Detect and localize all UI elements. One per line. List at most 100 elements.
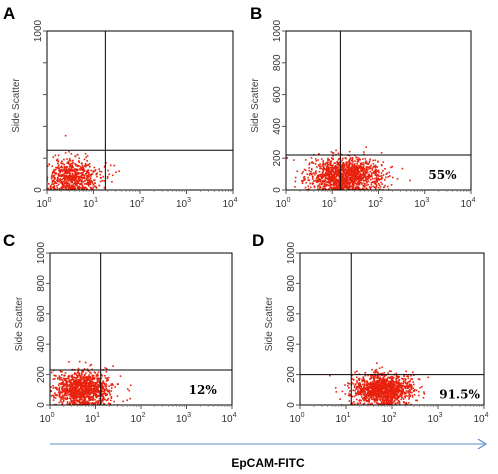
data-point xyxy=(329,181,332,183)
data-point xyxy=(78,160,80,162)
data-point xyxy=(361,166,364,169)
data-point xyxy=(368,186,371,188)
data-point xyxy=(378,179,381,181)
data-point xyxy=(322,165,324,167)
data-point xyxy=(86,395,88,398)
data-point xyxy=(375,398,377,401)
data-point xyxy=(104,377,107,379)
data-point xyxy=(83,170,86,172)
data-point xyxy=(90,363,93,366)
data-point xyxy=(359,179,361,182)
data-point xyxy=(372,384,375,387)
data-point xyxy=(357,181,359,183)
data-point xyxy=(108,173,110,176)
data-point xyxy=(62,186,65,188)
data-point xyxy=(326,184,328,186)
data-point xyxy=(363,185,365,188)
data-point xyxy=(323,186,326,188)
data-point xyxy=(378,367,381,369)
panel-letter: C xyxy=(3,231,15,250)
data-point xyxy=(90,383,92,385)
data-point xyxy=(357,157,360,160)
data-point xyxy=(327,184,330,187)
data-point xyxy=(382,399,384,401)
data-point xyxy=(333,162,336,164)
data-point xyxy=(333,166,335,169)
data-point xyxy=(380,172,383,174)
data-point xyxy=(324,188,327,190)
data-point xyxy=(64,175,66,178)
data-point xyxy=(320,167,323,170)
data-point xyxy=(387,390,390,392)
y-axis-label: Side Scatter xyxy=(11,78,22,133)
data-point xyxy=(330,183,333,186)
data-point xyxy=(60,379,63,381)
data-point xyxy=(384,389,387,392)
data-point xyxy=(384,168,386,170)
x-tick-label: 101 xyxy=(83,197,98,210)
data-point xyxy=(366,399,368,402)
data-point xyxy=(86,182,88,185)
data-point xyxy=(384,396,386,398)
data-point xyxy=(388,370,391,372)
data-point xyxy=(58,180,60,183)
y-tick-label: 1000 xyxy=(272,19,283,42)
data-point xyxy=(85,163,87,166)
data-point xyxy=(55,403,57,405)
data-point xyxy=(86,379,89,381)
data-point xyxy=(129,384,132,387)
data-point xyxy=(355,170,358,172)
data-point xyxy=(393,400,395,403)
y-tick-label: 400 xyxy=(36,335,47,352)
data-point xyxy=(69,168,71,171)
data-point xyxy=(354,160,356,162)
data-point xyxy=(81,381,84,384)
data-point xyxy=(77,172,79,174)
data-point xyxy=(76,390,79,393)
data-point xyxy=(366,175,369,178)
data-point xyxy=(87,386,89,388)
data-point xyxy=(319,165,322,168)
data-point xyxy=(320,173,322,176)
data-point xyxy=(357,177,359,179)
data-point xyxy=(71,390,74,393)
data-point xyxy=(317,185,320,187)
data-point xyxy=(100,393,103,395)
data-point xyxy=(92,391,94,393)
data-point xyxy=(366,166,369,168)
data-point xyxy=(337,180,339,183)
data-point xyxy=(377,186,380,189)
data-point xyxy=(395,375,398,378)
data-point xyxy=(90,378,92,380)
data-point xyxy=(386,378,388,380)
data-point xyxy=(334,165,336,168)
data-point xyxy=(329,160,332,163)
y-tick-label: 200 xyxy=(272,149,283,166)
data-point xyxy=(54,392,56,394)
data-point xyxy=(94,393,96,395)
data-point xyxy=(400,396,403,398)
data-point xyxy=(96,383,99,386)
data-point xyxy=(311,176,314,178)
data-point xyxy=(85,390,87,393)
data-point xyxy=(324,177,327,180)
data-point xyxy=(358,384,360,387)
data-point xyxy=(409,391,412,394)
data-point xyxy=(59,166,62,169)
data-point xyxy=(326,172,328,175)
data-point xyxy=(89,376,91,378)
data-point xyxy=(328,167,331,169)
data-point xyxy=(384,390,387,392)
data-point xyxy=(83,165,86,167)
data-point xyxy=(348,160,351,162)
data-point xyxy=(384,382,387,385)
data-point xyxy=(56,162,59,165)
data-point xyxy=(74,172,77,174)
data-point xyxy=(325,175,328,177)
data-point xyxy=(85,383,88,386)
data-point xyxy=(372,181,374,183)
data-point xyxy=(336,165,338,168)
data-point xyxy=(362,389,365,391)
data-point xyxy=(85,392,87,395)
data-point xyxy=(58,167,60,169)
